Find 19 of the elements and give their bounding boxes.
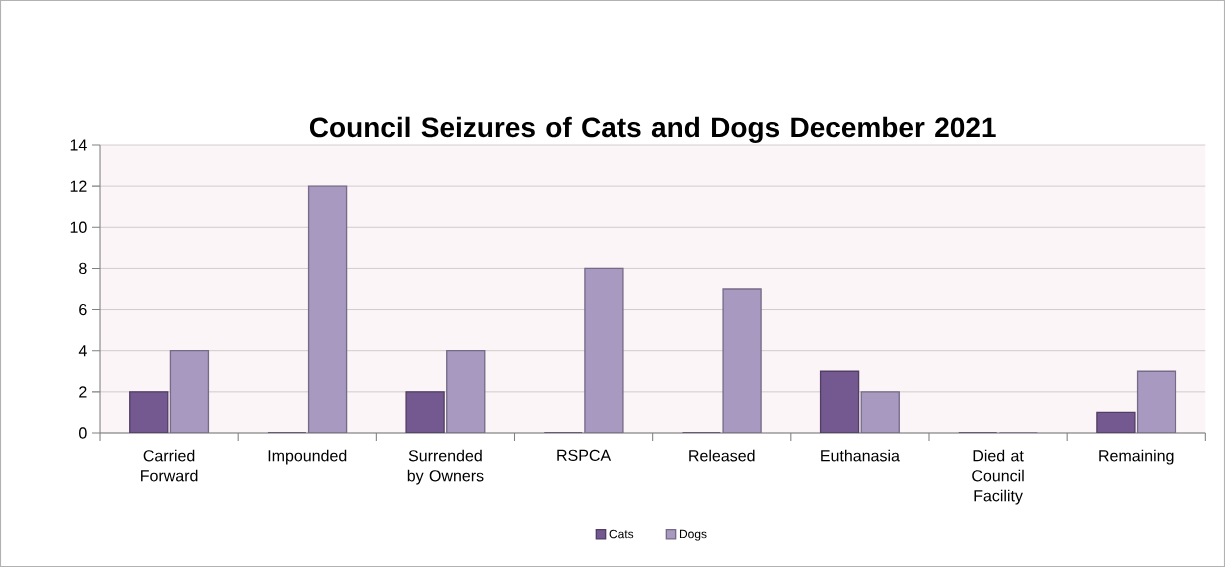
y-tick-label: 4	[78, 345, 87, 357]
x-tick-label: Remaining	[1099, 449, 1174, 465]
chart-title: Council Seizures of Cats and Dogs December 2021	[309, 116, 996, 143]
x-tick-label: Surrended by Owners	[407, 449, 484, 485]
x-tick-label: RSPCA	[557, 449, 612, 462]
x-tick-label: Released	[689, 449, 755, 462]
y-tick-label: 12	[70, 180, 87, 192]
y-tick-label: 0	[79, 427, 87, 439]
y-tick-label: 2	[79, 386, 87, 398]
legend-label: Dogs	[679, 529, 707, 541]
legend-label: Cats	[609, 529, 634, 539]
x-tick-label: Died at Council Facility	[972, 449, 1024, 505]
y-tick-label: 6	[79, 303, 87, 316]
y-tick-label: 8	[79, 262, 87, 275]
y-tick-label: 10	[70, 221, 87, 233]
x-tick-label: Euthanasia	[821, 449, 900, 462]
x-tick-label: Impounded	[268, 449, 347, 465]
x-tick-label: Carried Forward	[141, 449, 198, 482]
y-tick-label: 14	[70, 139, 87, 151]
